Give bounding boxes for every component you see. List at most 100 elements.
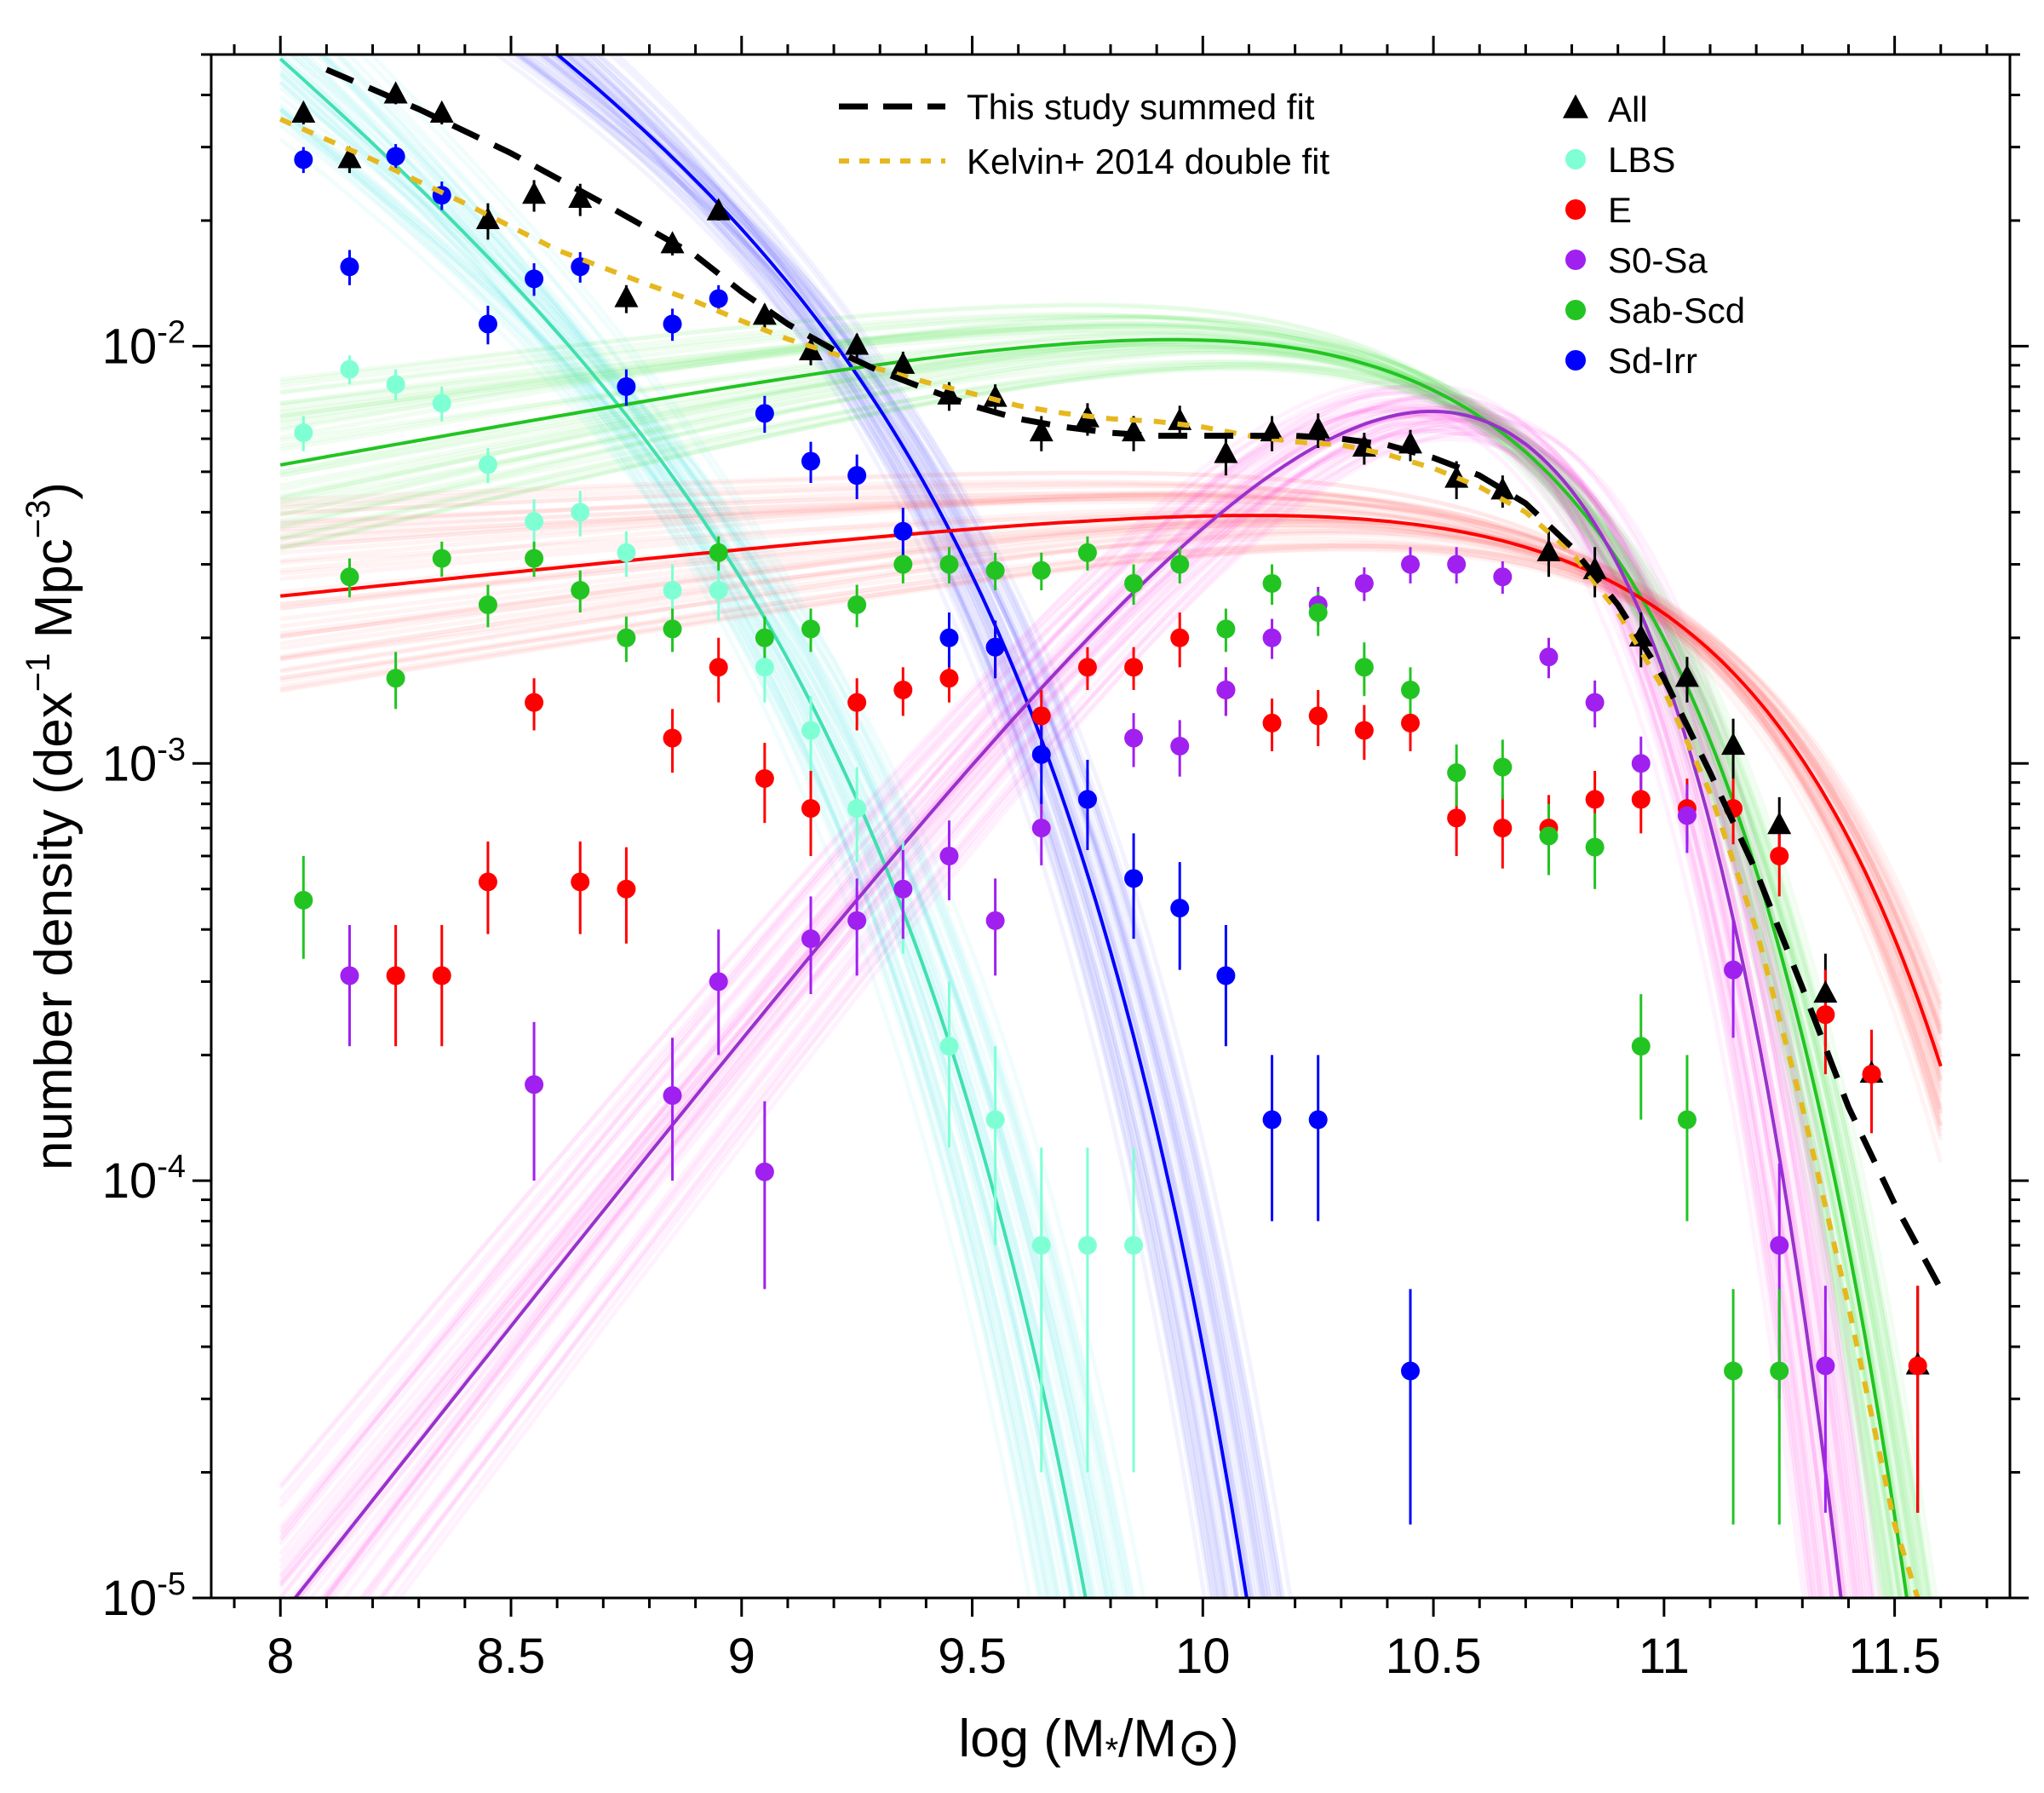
kelvin-double-fit-line (278, 117, 1921, 1598)
lbs-fit-realisation (278, 86, 1146, 1598)
x-tick-label: 8.5 (477, 1629, 546, 1684)
e-fit-realisation (280, 484, 1944, 1087)
all-point (1767, 812, 1792, 835)
e-point (1031, 706, 1051, 726)
sab-scd-point (1447, 763, 1467, 783)
y-title-prefix: number density (dex (25, 692, 83, 1170)
sd-irr-fit-realisation (583, 55, 1239, 1598)
lbs-fit-realisation (278, 117, 1115, 1598)
sab-scd-point (1031, 560, 1051, 580)
sab-scd-point (294, 890, 313, 910)
sd-irr-fit-realisation (548, 55, 1254, 1598)
sab-scd-fit-realisation (279, 359, 1932, 1598)
s0-sa-fit-realisation (330, 405, 1857, 1598)
s0-sa-point (1170, 736, 1190, 756)
e-point (1354, 721, 1374, 740)
y-tick-label: 10-4 (102, 1149, 186, 1209)
sab-scd-fit-realisation (279, 365, 1923, 1598)
s0-sa-fit-realisation (278, 400, 1834, 1598)
s0-sa-fit-realisation (278, 418, 1869, 1598)
sab-scd-point (847, 595, 867, 615)
lbs-fit-realisation (336, 55, 1111, 1598)
sd-irr-fit-realisation (502, 55, 1255, 1598)
y-tick-exp: -4 (157, 1149, 186, 1185)
s0-sa-fit-realisation (295, 437, 1865, 1598)
sd-irr-fit-realisation (595, 55, 1266, 1598)
all-point (1214, 440, 1238, 463)
s0-sa-fit-realisation (390, 412, 1875, 1598)
lbs-fit-realisation (278, 107, 1058, 1598)
all-point (1490, 477, 1515, 500)
e-point (525, 692, 544, 712)
e-fit-realisation (279, 528, 1944, 1058)
lbs-fit-realisation (278, 106, 1076, 1598)
x-tick-label: 10.5 (1386, 1629, 1482, 1684)
all-point (1674, 664, 1699, 687)
axis-tick-labels: 8 8.5 9 9.5 10 10.5 11 11.510-510-410-310-2 (102, 314, 1941, 1684)
s0-sa-point (709, 972, 728, 991)
sd-irr-fit-realisation (514, 55, 1226, 1598)
s0-sa-fit-realisation (278, 403, 1825, 1598)
e-legend-marker (1565, 199, 1586, 220)
lbs-point (709, 580, 728, 600)
x-tick-label: 9 (728, 1629, 755, 1684)
sd-irr-points (294, 147, 1420, 1381)
x-title-mid: /M (1118, 1710, 1177, 1768)
y-tick-base: 10 (102, 319, 158, 374)
sd-irr-fit-realisation (587, 55, 1245, 1598)
sd-irr-fit-realisation (538, 55, 1293, 1598)
s0-sa-fit-realisation (278, 412, 1840, 1598)
lbs-fit-realisation (278, 103, 1072, 1598)
all-point (706, 198, 731, 221)
lbs-fit-realisation (278, 137, 1056, 1598)
sd-irr-point (1401, 1361, 1420, 1381)
s0-sa-point (1124, 728, 1144, 748)
lbs-fit-realisation (318, 55, 1091, 1598)
y-tick-exp: -2 (157, 314, 186, 350)
e-fit-realisation (279, 532, 1944, 1114)
sab-scd-point (432, 549, 451, 568)
s0-sa-point (1447, 555, 1467, 574)
x-tick-label: 8 (267, 1629, 294, 1684)
lbs-fit-realisation (278, 116, 1045, 1598)
e-fit-realisation (279, 519, 1944, 1051)
sd-irr-fit-realisation (566, 55, 1252, 1598)
x-axis-title: log (M*/M⊙) (958, 1710, 1238, 1778)
sab-scd-fit-realisation (279, 312, 1881, 1598)
e-fit-band (279, 470, 1944, 1164)
e-fit-realisation (280, 494, 1944, 1055)
lbs-point (294, 423, 313, 443)
summed-fit-lines (278, 66, 1944, 1598)
e-point (1262, 713, 1282, 733)
s0-sa-fit-realisation (397, 417, 1883, 1598)
all-point (291, 100, 316, 123)
lbs-point (386, 375, 405, 394)
sab-scd-point (571, 580, 590, 600)
sab-scd-point (1077, 543, 1097, 562)
lbs-fit-realisation (278, 66, 1108, 1598)
all-point (1721, 732, 1746, 756)
e-point (1493, 819, 1513, 838)
lbs-fit-realisation (321, 55, 1075, 1598)
sd-irr-fit-realisation (613, 55, 1283, 1598)
lbs-fit-realisation (278, 72, 1062, 1598)
sd-irr-fit-realisation (492, 55, 1225, 1598)
sab-scd-fit-realisation (279, 320, 1896, 1598)
sab-scd-fit-realisation (279, 361, 1933, 1598)
y-title-sup1: −1 (20, 653, 57, 692)
e-fit-realisation (279, 520, 1944, 1082)
e-fit-realisation (280, 497, 1944, 1072)
sab-scd-points (294, 543, 1789, 1381)
sab-scd-point (1124, 573, 1144, 593)
e-point (1908, 1356, 1927, 1376)
s0-sa-fit-realisation (278, 384, 1816, 1598)
sd-irr-fit-realisation (537, 55, 1285, 1598)
s0-sa-fit-realisation (278, 397, 1829, 1598)
sab-scd-fit-realisation (279, 342, 1908, 1598)
e-point (1401, 713, 1420, 733)
s0-sa-fit-realisation (323, 398, 1822, 1598)
sab-scd-point (1170, 555, 1190, 574)
e-point (1770, 846, 1789, 865)
sab-scd-point (985, 560, 1005, 580)
